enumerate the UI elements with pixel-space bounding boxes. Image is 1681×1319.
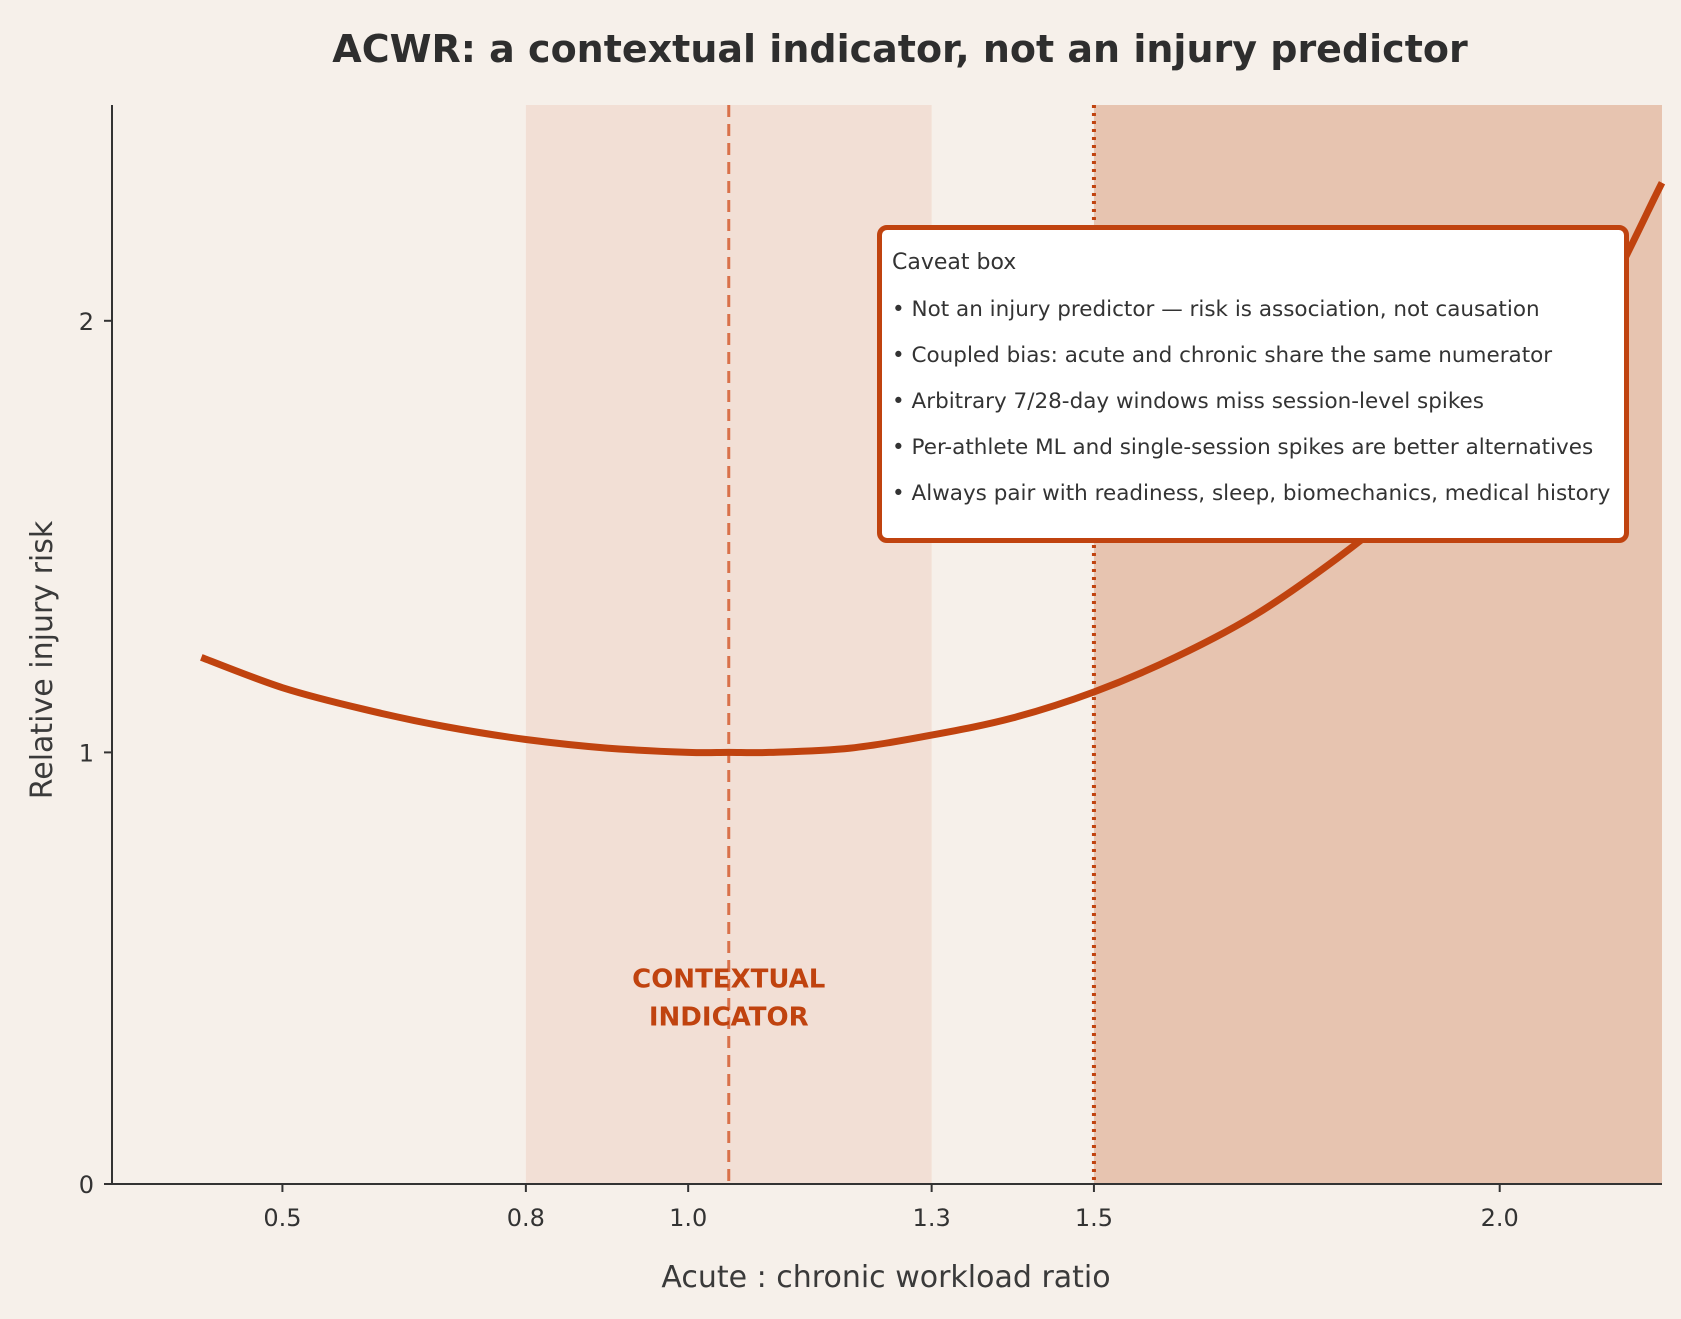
- caveat-item: • Always pair with readiness, sleep, bio…: [892, 481, 1611, 506]
- caveat-item: • Coupled bias: acute and chronic share …: [892, 343, 1553, 368]
- caveat-item: • Not an injury predictor — risk is asso…: [892, 297, 1540, 322]
- x-tick-label: 1.0: [669, 1204, 707, 1232]
- annotation-line-1: CONTEXTUAL: [632, 965, 825, 995]
- x-axis-label: Acute : chronic workload ratio: [661, 1260, 1110, 1295]
- caveat-box-title: Caveat box: [892, 250, 1017, 275]
- caveat-item: • Arbitrary 7/28-day windows miss sessio…: [892, 389, 1484, 414]
- x-tick-label: 1.5: [1075, 1204, 1113, 1232]
- y-axis-label: Relative injury risk: [25, 520, 60, 799]
- x-tick-label: 1.3: [913, 1204, 951, 1232]
- x-tick-label: 2.0: [1481, 1204, 1519, 1232]
- y-tick-label: 2: [79, 308, 94, 336]
- y-tick-label: 0: [79, 1171, 94, 1199]
- x-tick-label: 0.8: [507, 1204, 545, 1232]
- x-tick-label: 0.5: [263, 1204, 301, 1232]
- caveat-box: Caveat box • Not an injury predictor — r…: [877, 225, 1629, 543]
- annotation-line-2: INDICATOR: [649, 1003, 809, 1033]
- caveat-item: • Per-athlete ML and single-session spik…: [892, 435, 1594, 460]
- y-tick-label: 1: [79, 739, 94, 767]
- chart-title: ACWR: a contextual indicator, not an inj…: [332, 27, 1468, 71]
